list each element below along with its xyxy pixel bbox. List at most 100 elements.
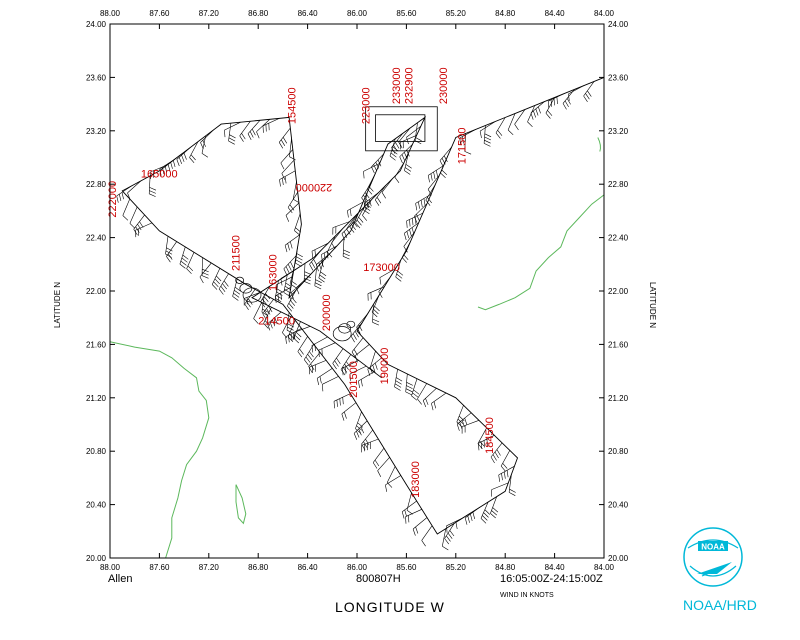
wind-barb bbox=[267, 311, 282, 331]
wind-barb bbox=[327, 235, 336, 258]
wind-barb bbox=[342, 238, 350, 260]
wind-barb bbox=[280, 268, 297, 286]
y-tick-label-right: 22.00 bbox=[608, 287, 629, 296]
wind-barb bbox=[189, 141, 199, 163]
wind-barb bbox=[292, 181, 300, 204]
wind-barb bbox=[260, 286, 271, 308]
time-label: 190000 bbox=[379, 348, 391, 385]
logo-text: NOAA bbox=[701, 543, 725, 552]
y-tick-label-left: 24.00 bbox=[86, 20, 107, 29]
wind-barb bbox=[583, 81, 595, 102]
wind-barb bbox=[378, 277, 391, 298]
wind-barb bbox=[367, 172, 376, 195]
wind-barb bbox=[341, 402, 357, 421]
wind-barb bbox=[491, 482, 509, 497]
wind-barb bbox=[341, 221, 356, 241]
y-tick-label-right: 23.60 bbox=[608, 73, 629, 82]
x-tick-label-bottom: 88.00 bbox=[100, 563, 121, 572]
track-loop bbox=[242, 287, 262, 303]
wind-barb bbox=[367, 357, 382, 376]
wind-barb bbox=[274, 286, 291, 303]
y-tick-label-right: 20.40 bbox=[608, 501, 629, 510]
wind-barb bbox=[243, 291, 261, 306]
wind-barb bbox=[318, 260, 327, 283]
wind-barb bbox=[498, 465, 515, 482]
wind-barb bbox=[135, 222, 153, 238]
wind-barb bbox=[562, 89, 575, 110]
y-tick-label-right: 21.20 bbox=[608, 394, 629, 403]
x-tick-label-top: 86.00 bbox=[347, 9, 368, 18]
y-tick-label-left: 22.40 bbox=[86, 234, 107, 243]
wind-barb bbox=[342, 360, 359, 376]
time-label: 173000 bbox=[363, 262, 400, 274]
wind-barb bbox=[417, 383, 427, 405]
wind-barb bbox=[287, 290, 297, 312]
x-tick-label-top: 85.20 bbox=[446, 9, 467, 18]
wind-barb bbox=[165, 236, 173, 258]
x-tick-label-bottom: 87.20 bbox=[199, 563, 220, 572]
wind-units-note: WIND IN KNOTS bbox=[500, 592, 554, 599]
wind-barb bbox=[224, 121, 241, 138]
time-range: 16:05:00Z-24:15:00Z bbox=[500, 573, 603, 585]
wind-barb bbox=[480, 501, 491, 524]
wind-barb bbox=[361, 438, 379, 453]
track-loop bbox=[375, 114, 426, 142]
wind-barb bbox=[296, 275, 310, 295]
wind-barb bbox=[200, 129, 214, 150]
wind-barb bbox=[483, 125, 492, 147]
wind-barb bbox=[211, 268, 222, 290]
wind-barb bbox=[568, 85, 585, 101]
wind-barb bbox=[371, 295, 380, 318]
wind-barb bbox=[406, 492, 413, 515]
wind-barb bbox=[355, 411, 364, 434]
wind-barb bbox=[179, 246, 189, 269]
wind-barb bbox=[349, 211, 360, 233]
wind-barb bbox=[133, 214, 145, 236]
y-tick-label-right: 20.80 bbox=[608, 447, 629, 456]
coastline-layer bbox=[109, 137, 605, 559]
wind-barb bbox=[478, 435, 495, 451]
x-tick-label-top: 87.20 bbox=[199, 9, 220, 18]
x-tick-label-top: 85.60 bbox=[396, 9, 417, 18]
wind-barb bbox=[431, 392, 447, 411]
wind-barb bbox=[389, 138, 399, 161]
x-tick-label-top: 87.60 bbox=[149, 9, 170, 18]
wind-barb bbox=[405, 509, 422, 524]
wind-barb bbox=[405, 373, 413, 396]
wind-barb bbox=[404, 222, 419, 241]
y-tick-label-left: 21.20 bbox=[86, 394, 107, 403]
wind-barb bbox=[284, 234, 300, 253]
wind-barb bbox=[401, 241, 411, 263]
wind-barb bbox=[371, 153, 385, 174]
wind-barb bbox=[308, 352, 321, 373]
wind-barb bbox=[363, 192, 379, 211]
wind-barb bbox=[362, 199, 372, 221]
wind-barb bbox=[427, 165, 444, 183]
x-tick-label-top: 84.80 bbox=[495, 9, 516, 18]
wind-barb bbox=[406, 126, 421, 145]
y-tick-label-right: 23.20 bbox=[608, 127, 629, 136]
wind-barb bbox=[122, 198, 131, 221]
wind-barb bbox=[361, 182, 372, 204]
x-axis-title: LONGITUDE W bbox=[335, 599, 445, 615]
wind-barb bbox=[318, 342, 336, 358]
noaa-logo-icon: NOAA bbox=[683, 527, 743, 587]
time-label: 163000 bbox=[268, 254, 280, 291]
time-label: 165000 bbox=[141, 169, 178, 181]
wind-barb bbox=[444, 523, 455, 545]
wind-barb bbox=[399, 143, 413, 164]
time-label: 184500 bbox=[484, 417, 496, 454]
track-loop bbox=[239, 283, 253, 294]
wind-barb bbox=[314, 267, 322, 290]
track-loop bbox=[338, 323, 351, 334]
wind-barb bbox=[283, 255, 297, 276]
left-y-axis-title: LATITUDE N bbox=[53, 282, 62, 328]
wind-barb bbox=[490, 442, 503, 464]
wind-barb bbox=[361, 429, 373, 451]
wind-barb bbox=[349, 365, 367, 381]
wind-barb bbox=[311, 242, 329, 259]
wind-barb bbox=[148, 175, 157, 197]
time-label: 183000 bbox=[410, 461, 422, 498]
wind-barb bbox=[285, 202, 300, 222]
wind-barb bbox=[129, 206, 138, 229]
